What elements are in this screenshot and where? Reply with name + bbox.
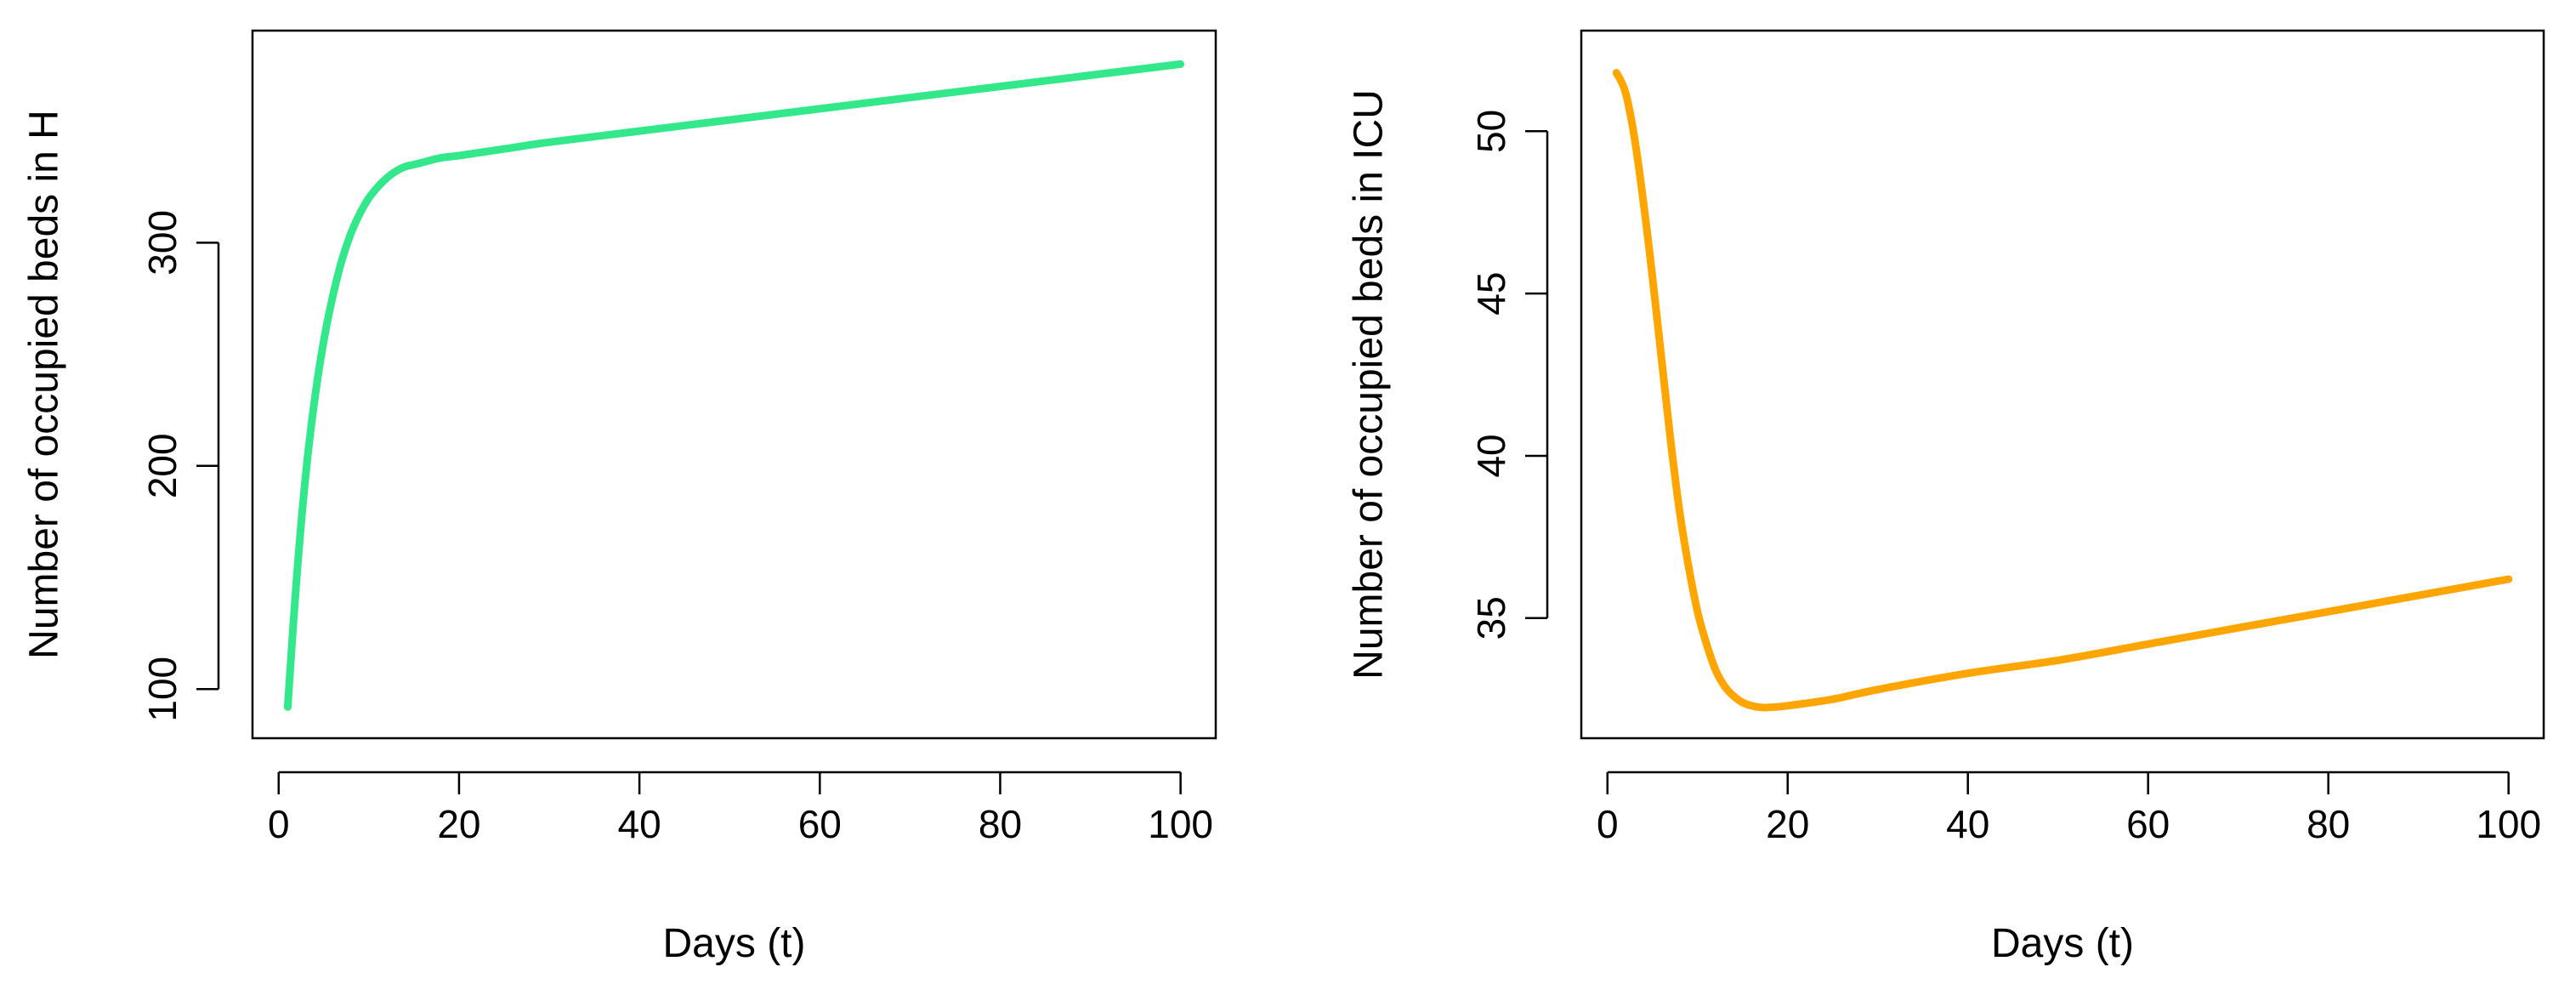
x-tick-label: 20 bbox=[437, 802, 480, 846]
x-tick-label: 80 bbox=[979, 802, 1022, 846]
x-tick-label: 60 bbox=[2126, 802, 2170, 846]
plot-frame bbox=[251, 29, 1217, 740]
y-tick-label: 45 bbox=[1469, 272, 1513, 316]
y-axis-title: Number of occupied beds in ICU bbox=[1347, 89, 1392, 680]
y-tick-label: 200 bbox=[140, 433, 184, 498]
y-tick-label: 40 bbox=[1469, 434, 1513, 477]
chart-panel-hospital: 0 20 40 60 80 100 100 200 300 Days (t) Number of o… bbox=[22, 29, 1217, 966]
x-tick-label: 0 bbox=[268, 802, 290, 846]
y-tick-label: 100 bbox=[140, 657, 184, 722]
x-axis-title: Days (t) bbox=[1991, 921, 2134, 966]
x-tick-label: 40 bbox=[618, 802, 661, 846]
x-axis-title: Days (t) bbox=[663, 921, 806, 966]
x-tick-label: 60 bbox=[798, 802, 842, 846]
x-tick-label: 40 bbox=[1946, 802, 1989, 846]
chart-panel-icu: 0 20 40 60 80 100 35 40 45 50 Days (t) Number of oc… bbox=[1347, 29, 2545, 966]
x-tick-label: 0 bbox=[1597, 802, 1619, 846]
x-tick-label: 100 bbox=[1148, 802, 1213, 846]
x-tick-label: 80 bbox=[2306, 802, 2350, 846]
series-line-icu bbox=[1612, 69, 2513, 712]
x-tick-label: 20 bbox=[1766, 802, 1809, 846]
y-axis-title: Number of occupied beds in H bbox=[22, 110, 67, 659]
x-tick-label: 100 bbox=[2476, 802, 2541, 846]
plot-frame bbox=[1580, 29, 2545, 740]
y-tick-label: 300 bbox=[140, 210, 184, 276]
y-tick-label: 50 bbox=[1469, 110, 1513, 153]
series-line-h bbox=[283, 60, 1185, 711]
y-tick-label: 35 bbox=[1469, 596, 1513, 640]
